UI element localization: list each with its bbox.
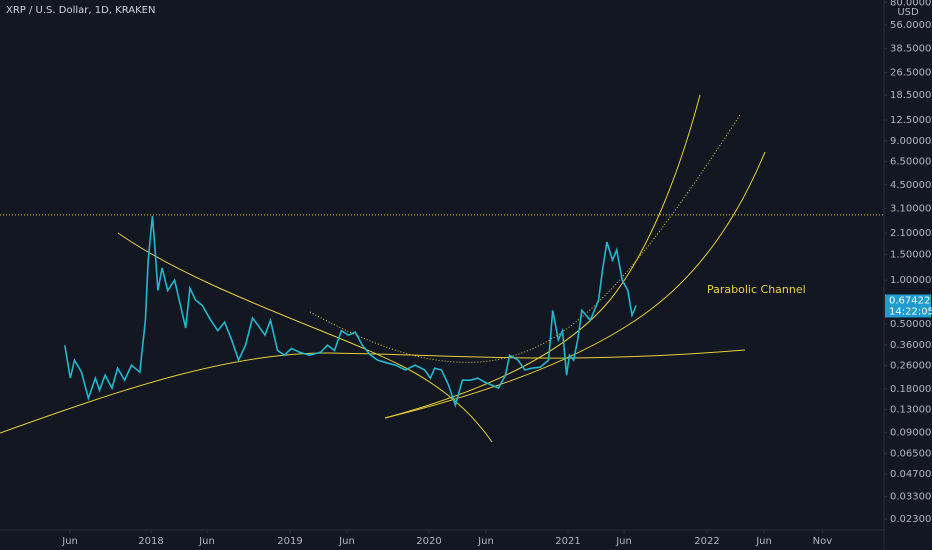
x-tick-label: Jun <box>61 536 78 547</box>
x-tick-label: 2019 <box>277 536 302 547</box>
y-tick-label: 0.50000 <box>890 319 931 330</box>
y-tick-label: 26.50000 <box>890 67 932 78</box>
y-tick-label: 2.10000 <box>890 228 931 239</box>
y-tick-label: 0.18000 <box>890 384 931 395</box>
price-line <box>64 215 637 408</box>
price-tag-value: 0.67422 <box>889 295 930 306</box>
y-tick-label: 9.00000 <box>890 136 931 147</box>
y-tick-label: 1.00000 <box>890 275 931 286</box>
channel-upper <box>384 94 701 419</box>
y-tick-label: 0.03300 <box>890 491 931 502</box>
chart-title: XRP / U.S. Dollar, 1D, KRAKEN <box>6 5 155 16</box>
y-tick-label: 0.26000 <box>890 360 931 371</box>
x-tick-label: 2022 <box>694 536 719 547</box>
y-tick-label: 0.04700 <box>890 469 931 480</box>
x-tick-label: 2020 <box>416 536 441 547</box>
y-tick-label: 80.00000 <box>890 0 932 8</box>
y-tick-label: 0.09000 <box>890 428 931 439</box>
y-tick-label: 0.36000 <box>890 340 931 351</box>
y-tick-label: 56.00000 <box>890 20 932 31</box>
y-tick-label: 4.50000 <box>890 180 931 191</box>
y-tick-label: 0.02300 <box>890 514 931 525</box>
y-tick-label: 18.50000 <box>890 90 932 101</box>
price-tag <box>885 294 931 318</box>
x-tick-label: Jun <box>615 536 632 547</box>
x-tick-label: Jun <box>477 536 494 547</box>
y-tick-label: 0.13000 <box>890 404 931 415</box>
y-tick-label: 12.50000 <box>890 115 932 126</box>
price-tag-countdown: 14:22:05 <box>889 306 932 317</box>
drawings <box>0 94 766 443</box>
x-tick-label: Jun <box>755 536 772 547</box>
x-tick-label: Jun <box>338 536 355 547</box>
x-tick-label: 2021 <box>555 536 580 547</box>
x-tick-label: Nov <box>813 536 833 547</box>
x-tick-label: 2018 <box>138 536 163 547</box>
currency-label: USD <box>897 7 919 18</box>
x-tick-label: Jun <box>198 536 215 547</box>
channel-lower <box>384 151 766 419</box>
y-tick-label: 38.50000 <box>890 44 932 55</box>
y-tick-label: 0.06500 <box>890 448 931 459</box>
y-tick-label: 3.10000 <box>890 203 931 214</box>
channel-middle <box>309 114 741 363</box>
y-tick-label: 6.50000 <box>890 156 931 167</box>
y-tick-label: 1.50000 <box>890 249 931 260</box>
descending-curve <box>117 232 493 443</box>
annotation: Parabolic Channel <box>707 283 806 296</box>
arch-curve <box>0 349 746 434</box>
